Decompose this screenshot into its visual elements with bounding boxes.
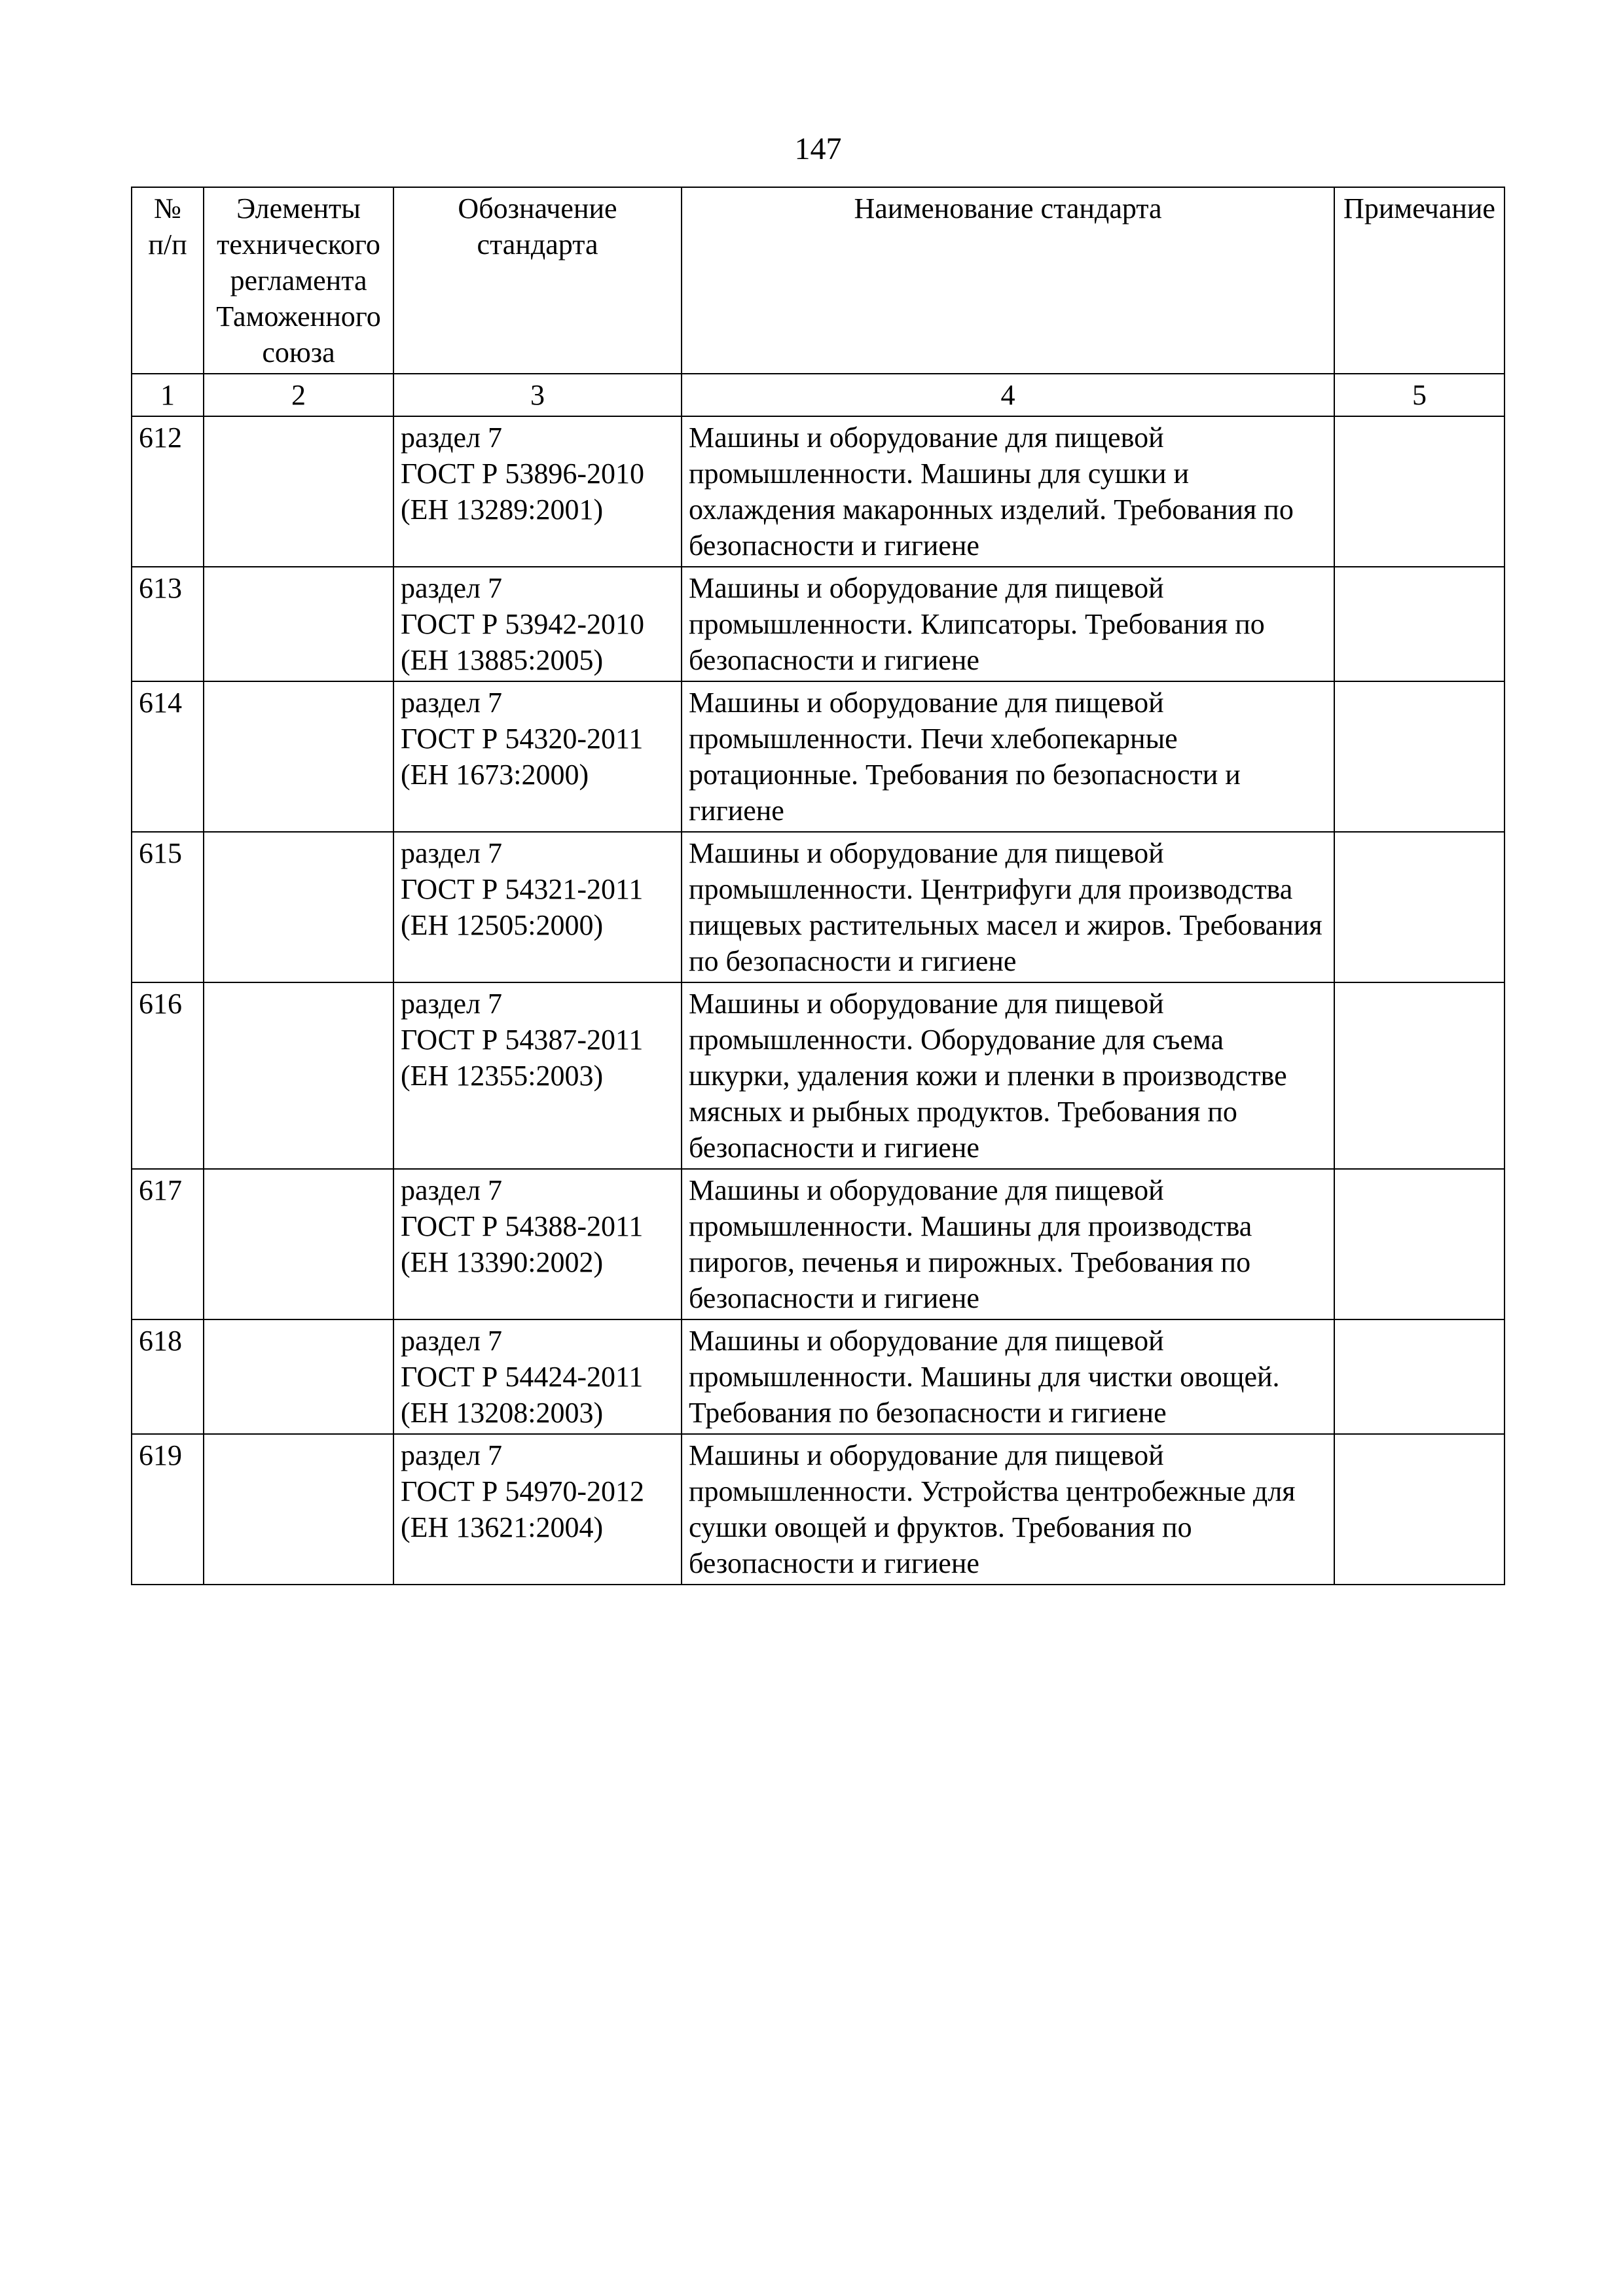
cell-note [1334, 982, 1504, 1169]
cell-designation: раздел 7ГОСТ Р 54970-2012(ЕН 13621:2004) [393, 1434, 682, 1585]
cell-designation: раздел 7ГОСТ Р 53896-2010(ЕН 13289:2001) [393, 416, 682, 567]
cell-name: Машины и оборудование для пищевой промыш… [682, 681, 1334, 832]
cell-note [1334, 1319, 1504, 1434]
table-body: 612 раздел 7ГОСТ Р 53896-2010(ЕН 13289:20… [132, 416, 1504, 1585]
cell-elements [204, 832, 393, 982]
col-header-designation: Обозначение стандарта [393, 187, 682, 374]
cell-designation: раздел 7ГОСТ Р 54320-2011(ЕН 1673:2000) [393, 681, 682, 832]
cell-elements [204, 567, 393, 681]
cell-number: 613 [132, 567, 204, 681]
col-index-2: 2 [204, 374, 393, 416]
table-header-row: № п/п Элементы технического регламента Т… [132, 187, 1504, 374]
cell-elements [204, 416, 393, 567]
col-header-note: Примечание [1334, 187, 1504, 374]
col-index-3: 3 [393, 374, 682, 416]
cell-note [1334, 416, 1504, 567]
cell-note [1334, 1434, 1504, 1585]
table-row: 619 раздел 7ГОСТ Р 54970-2012(ЕН 13621:20… [132, 1434, 1504, 1585]
col-header-number: № п/п [132, 187, 204, 374]
standards-table: № п/п Элементы технического регламента Т… [131, 187, 1505, 1585]
cell-number: 618 [132, 1319, 204, 1434]
cell-note [1334, 681, 1504, 832]
table-row: 616 раздел 7ГОСТ Р 54387-2011(ЕН 12355:20… [132, 982, 1504, 1169]
cell-designation: раздел 7ГОСТ Р 54424-2011(ЕН 13208:2003) [393, 1319, 682, 1434]
cell-elements [204, 1434, 393, 1585]
cell-designation: раздел 7ГОСТ Р 54321-2011(ЕН 12505:2000) [393, 832, 682, 982]
cell-number: 616 [132, 982, 204, 1169]
cell-note [1334, 832, 1504, 982]
cell-number: 614 [132, 681, 204, 832]
col-index-4: 4 [682, 374, 1334, 416]
cell-elements [204, 1169, 393, 1319]
table-row: 612 раздел 7ГОСТ Р 53896-2010(ЕН 13289:20… [132, 416, 1504, 567]
cell-name: Машины и оборудование для пищевой промыш… [682, 567, 1334, 681]
cell-elements [204, 681, 393, 832]
col-index-1: 1 [132, 374, 204, 416]
cell-designation: раздел 7ГОСТ Р 54387-2011(ЕН 12355:2003) [393, 982, 682, 1169]
table-row: 613 раздел 7ГОСТ Р 53942-2010(ЕН 13885:20… [132, 567, 1504, 681]
document-page: 147 № п/п Элементы технического регламен… [0, 0, 1623, 1716]
cell-number: 619 [132, 1434, 204, 1585]
col-header-name: Наименование стандарта [682, 187, 1334, 374]
cell-number: 615 [132, 832, 204, 982]
cell-elements [204, 982, 393, 1169]
col-index-5: 5 [1334, 374, 1504, 416]
table-row: 614 раздел 7ГОСТ Р 54320-2011(ЕН 1673:200… [132, 681, 1504, 832]
cell-note [1334, 1169, 1504, 1319]
cell-elements [204, 1319, 393, 1434]
cell-name: Машины и оборудование для пищевой промыш… [682, 416, 1334, 567]
page-number: 147 [131, 131, 1505, 167]
cell-number: 617 [132, 1169, 204, 1319]
table-numeric-header-row: 1 2 3 4 5 [132, 374, 1504, 416]
cell-note [1334, 567, 1504, 681]
cell-name: Машины и оборудование для пищевой промыш… [682, 1319, 1334, 1434]
cell-designation: раздел 7ГОСТ Р 54388-2011(ЕН 13390:2002) [393, 1169, 682, 1319]
cell-name: Машины и оборудование для пищевой промыш… [682, 832, 1334, 982]
table-row: 617 раздел 7ГОСТ Р 54388-2011(ЕН 13390:20… [132, 1169, 1504, 1319]
cell-name: Машины и оборудование для пищевой промыш… [682, 1434, 1334, 1585]
table-row: 615 раздел 7ГОСТ Р 54321-2011(ЕН 12505:20… [132, 832, 1504, 982]
table-row: 618 раздел 7ГОСТ Р 54424-2011(ЕН 13208:20… [132, 1319, 1504, 1434]
cell-name: Машины и оборудование для пищевой промыш… [682, 1169, 1334, 1319]
cell-name: Машины и оборудование для пищевой промыш… [682, 982, 1334, 1169]
cell-number: 612 [132, 416, 204, 567]
cell-designation: раздел 7ГОСТ Р 53942-2010(ЕН 13885:2005) [393, 567, 682, 681]
col-header-elements: Элементы технического регламента Таможен… [204, 187, 393, 374]
